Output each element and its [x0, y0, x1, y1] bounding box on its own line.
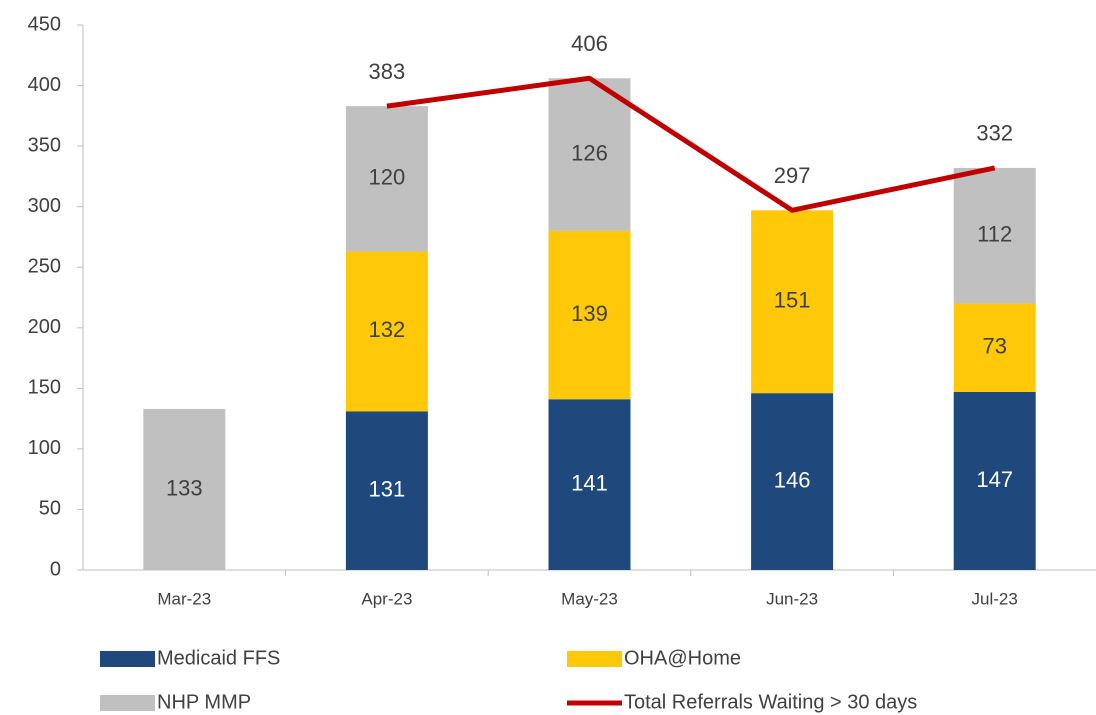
legend-swatch: [567, 651, 622, 667]
bar-segment: [548, 399, 631, 570]
y-tick-label: 0: [50, 558, 61, 580]
y-tick-label: 400: [28, 74, 61, 96]
bar-segment: [345, 106, 428, 252]
value-label: 151: [774, 288, 811, 313]
total-line: [386, 75, 996, 213]
bar-segment: [548, 78, 631, 231]
value-label: 139: [571, 301, 608, 326]
bar-segment: [953, 391, 1036, 570]
bar-segment: [548, 230, 631, 400]
value-label: 112: [977, 222, 1012, 247]
value-label: 131: [369, 476, 406, 501]
y-tick-label: 50: [39, 498, 61, 520]
value-label: 332: [976, 121, 1013, 146]
bar-segment: [751, 210, 834, 394]
legend-swatch: [100, 695, 155, 711]
bar-segment: [751, 393, 834, 570]
bar-segment: [345, 411, 428, 570]
x-tick-label: May-23: [561, 589, 618, 608]
x-tick-label: Jun-23: [766, 589, 818, 608]
bar-segment: [953, 167, 1036, 304]
bar-segment: [953, 303, 1036, 392]
legend-label: Medicaid FFS: [157, 647, 280, 669]
value-label: 73: [982, 334, 1006, 359]
value-label: 383: [369, 59, 406, 84]
value-label: 126: [571, 140, 608, 165]
bar-segment: [345, 251, 428, 412]
y-tick-label: 200: [28, 316, 61, 338]
value-label: 297: [774, 163, 811, 188]
legend-label: Total Referrals Waiting > 30 days: [624, 691, 917, 713]
legend-label: NHP MMP: [157, 691, 251, 713]
x-tick-label: Jul-23: [972, 589, 1018, 608]
value-label: 120: [369, 165, 406, 190]
y-tick-label: 300: [28, 195, 61, 217]
x-tick-label: Apr-23: [361, 589, 412, 608]
value-label: 406: [571, 31, 608, 56]
value-label: 133: [166, 475, 203, 500]
value-label: 132: [369, 317, 406, 342]
bar-segment: [143, 408, 226, 570]
value-label: 147: [976, 467, 1013, 492]
value-label: 141: [571, 470, 608, 495]
value-label: 146: [774, 467, 811, 492]
legend-swatch: [100, 651, 155, 667]
y-tick-label: 100: [28, 437, 61, 459]
y-tick-label: 150: [28, 377, 61, 399]
y-tick-label: 250: [28, 256, 61, 278]
y-tick-label: 350: [28, 134, 61, 156]
y-tick-label: 450: [28, 13, 61, 35]
legend-label: OHA@Home: [624, 647, 741, 669]
x-tick-label: Mar-23: [157, 589, 211, 608]
